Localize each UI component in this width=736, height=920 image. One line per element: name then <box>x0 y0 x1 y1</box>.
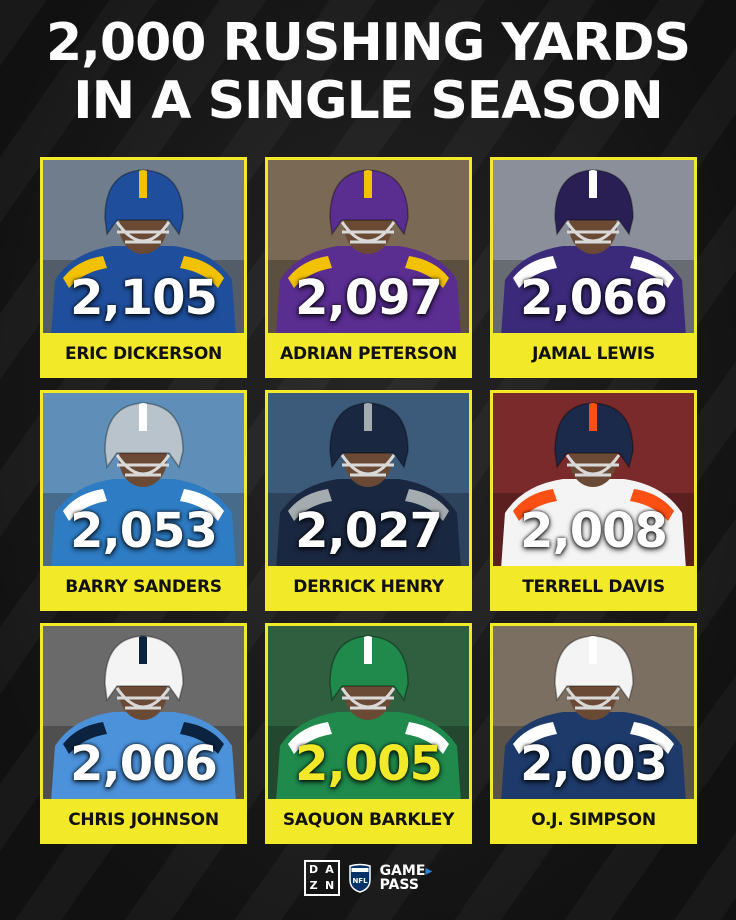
player-name: O.J. SIMPSON <box>493 799 694 841</box>
footer-logos: D A Z N NFL GAME▸ PASS <box>0 860 736 896</box>
rushing-yards: 2,008 <box>520 503 668 559</box>
player-name: TERRELL DAVIS <box>493 566 694 608</box>
player-name: CHRIS JOHNSON <box>43 799 244 841</box>
helmet-shape <box>329 402 409 469</box>
player-card: 2,105 ERIC DICKERSON <box>40 157 247 378</box>
player-card: 2,053 BARRY SANDERS <box>40 390 247 611</box>
page-title: 2,000 RUSHING YARDS IN A SINGLE SEASON <box>0 14 736 130</box>
rushing-yards: 2,066 <box>520 270 668 326</box>
nfl-label: NFL <box>352 877 368 885</box>
player-card: 2,027 DERRICK HENRY <box>265 390 472 611</box>
title-line-2: IN A SINGLE SEASON <box>73 71 663 131</box>
gamepass-line-1: GAME <box>379 863 426 879</box>
title-line-1: 2,000 RUSHING YARDS <box>45 13 691 73</box>
player-figure <box>493 626 694 802</box>
player-figure <box>43 160 244 336</box>
player-card: 2,066 JAMAL LEWIS <box>490 157 697 378</box>
player-figure <box>493 393 694 569</box>
dazn-logo: D A Z N <box>303 860 340 896</box>
rushing-yards: 2,027 <box>295 503 443 559</box>
player-figure <box>493 160 694 336</box>
rushing-yards: 2,005 <box>295 736 443 792</box>
player-card: 2,008 TERRELL DAVIS <box>490 390 697 611</box>
helmet-shape <box>554 635 634 702</box>
helmet-shape <box>554 169 634 236</box>
player-name: ERIC DICKERSON <box>43 333 244 375</box>
rushing-yards: 2,105 <box>70 270 218 326</box>
helmet-shape <box>329 169 409 236</box>
rushing-yards: 2,006 <box>70 736 218 792</box>
gamepass-line-2: PASS <box>379 877 419 893</box>
player-card: 2,006 CHRIS JOHNSON <box>40 623 247 844</box>
player-photo <box>43 160 244 336</box>
player-photo <box>43 393 244 569</box>
player-figure <box>43 626 244 802</box>
rushing-yards: 2,097 <box>295 270 443 326</box>
dazn-letter: Z <box>309 879 318 892</box>
player-figure <box>268 626 469 802</box>
helmet-shape <box>104 635 184 702</box>
player-figure <box>268 393 469 569</box>
player-name: ADRIAN PETERSON <box>268 333 469 375</box>
helmet-shape <box>104 169 184 236</box>
player-photo <box>268 393 469 569</box>
player-card: 2,097 ADRIAN PETERSON <box>265 157 472 378</box>
player-grid: 2,105 ERIC DICKERSON 2,097 ADRIAN PETERS… <box>40 157 697 844</box>
player-card: 2,005 SAQUON BARKLEY <box>265 623 472 844</box>
rushing-yards: 2,003 <box>520 736 668 792</box>
helmet-shape <box>554 402 634 469</box>
gamepass-logo: GAME▸ PASS <box>380 864 433 892</box>
player-photo <box>43 626 244 802</box>
player-photo <box>268 626 469 802</box>
nfl-shield-icon: NFL <box>348 863 371 893</box>
player-name: SAQUON BARKLEY <box>268 799 469 841</box>
arrow-icon: ▸ <box>425 863 433 879</box>
dazn-letter: A <box>325 863 334 876</box>
helmet-shape <box>329 635 409 702</box>
player-photo <box>493 160 694 336</box>
player-name: BARRY SANDERS <box>43 566 244 608</box>
player-figure <box>268 160 469 336</box>
rushing-yards: 2,053 <box>70 503 218 559</box>
helmet-shape <box>104 402 184 469</box>
dazn-letter: D <box>308 863 319 876</box>
player-photo <box>268 160 469 336</box>
player-card: 2,003 O.J. SIMPSON <box>490 623 697 844</box>
player-photo <box>493 626 694 802</box>
player-photo <box>493 393 694 569</box>
player-figure <box>43 393 244 569</box>
player-name: JAMAL LEWIS <box>493 333 694 375</box>
dazn-letter: N <box>324 879 335 892</box>
player-name: DERRICK HENRY <box>268 566 469 608</box>
